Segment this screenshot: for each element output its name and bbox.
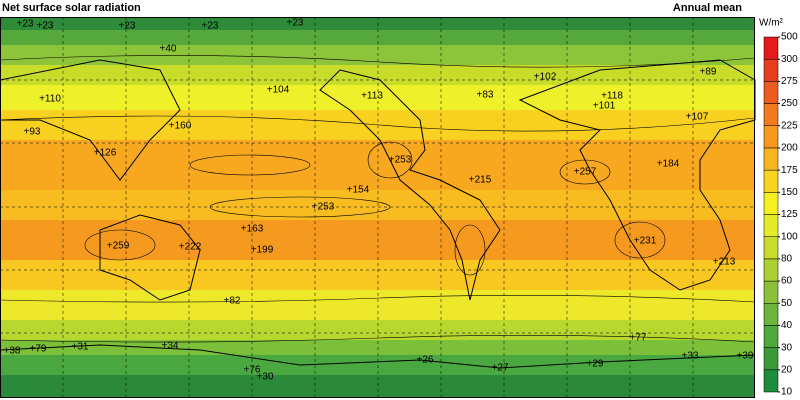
hotspot (84, 229, 156, 261)
contour-label: +253 (312, 202, 335, 213)
contour-label: +257 (574, 167, 597, 178)
colorbar-tick-label: 200 (781, 143, 798, 154)
contour-label: +113 (361, 91, 383, 102)
colorbar-box (763, 58, 779, 82)
contour-label: +34 (162, 341, 179, 352)
contour-label: +26 (417, 355, 434, 366)
colorbar-tick-label: 40 (781, 320, 793, 331)
map-title: Net surface solar radiation (2, 2, 141, 14)
contour-label: +213 (713, 257, 736, 268)
contour-label: +79 (30, 344, 47, 355)
contour-label: +199 (251, 245, 274, 256)
colorbar-tick-label: 10 (781, 387, 793, 398)
map-band (0, 290, 755, 320)
contour-label: +31 (72, 342, 89, 353)
contour-label: +30 (257, 372, 274, 383)
contour-label: +126 (94, 148, 117, 159)
colorbar-tick-label: 100 (781, 231, 798, 242)
contour-label: +40 (160, 44, 177, 55)
colorbar-box (763, 125, 779, 149)
colorbar-tick-label: 300 (781, 54, 798, 65)
contour-label: +27 (492, 363, 509, 374)
contour-label: +104 (267, 85, 290, 96)
hotspot (454, 224, 486, 276)
map-band (0, 30, 755, 45)
coastline (319, 69, 501, 301)
colorbar-tick-label: 175 (781, 165, 798, 176)
contour-label: +118 (601, 91, 623, 102)
contour-label: +23 (17, 19, 34, 30)
contour-label: +76 (244, 365, 261, 376)
colorbar-unit: W/m² (759, 18, 784, 29)
contour-label: +39 (737, 351, 754, 362)
colorbar-box (763, 236, 779, 260)
colorbar-tick-label: 80 (781, 254, 793, 265)
coastline (0, 344, 756, 369)
colorbar-tick-label: 50 (781, 298, 793, 309)
contour-label: +23 (119, 21, 136, 32)
coastline (0, 59, 181, 181)
contour-label: +77 (630, 333, 647, 344)
colorbar-box (763, 81, 779, 104)
colorbar-box (763, 192, 779, 215)
colorbar-tick-label: 250 (781, 98, 798, 109)
colorbar-tick-label: 500 (781, 32, 798, 43)
contour-label: +101 (593, 101, 616, 112)
contour-label: +102 (534, 72, 557, 83)
contour-label: +82 (224, 296, 241, 307)
map-band (0, 65, 755, 85)
contour-label: +163 (241, 224, 264, 235)
coastline (99, 214, 201, 301)
map-subtitle: Annual mean (673, 2, 742, 14)
colorbar-tick-label: 20 (781, 364, 793, 375)
contour-label: +23 (287, 18, 304, 29)
map-band (0, 260, 755, 290)
colorbar-tick-label: 30 (781, 342, 793, 353)
colorbar-box (763, 347, 779, 371)
hotspot (367, 141, 413, 179)
contour-label: +23 (37, 21, 54, 32)
colorbar-box (763, 303, 779, 326)
colorbar-tick-label: 275 (781, 76, 798, 87)
colorbar-tick-label: 225 (781, 120, 798, 131)
hotspot (614, 221, 666, 259)
contour-label: +222 (179, 242, 202, 253)
contour-label: +253 (389, 155, 412, 166)
contour-label: +23 (202, 21, 219, 32)
colorbar-tick-label: 125 (781, 209, 798, 220)
contour-label: +89 (700, 67, 717, 78)
contour-label: +160 (169, 121, 192, 132)
colorbar-box (763, 169, 779, 193)
colorbar-box (763, 325, 779, 348)
colorbar-box (763, 369, 779, 393)
colorbar-box (763, 214, 779, 237)
colorbar-box (763, 280, 779, 304)
map-band (0, 190, 755, 220)
contour-label: +110 (39, 94, 61, 105)
contour-label: +259 (107, 241, 130, 252)
colorbar-tick-label: 60 (781, 276, 793, 287)
map-band (0, 355, 755, 375)
contour-label: +231 (634, 236, 657, 247)
contour-label: +83 (477, 90, 494, 101)
colorbar-tick-label: 150 (781, 187, 798, 198)
map-frame (0, 17, 755, 398)
colorbar-box (763, 103, 779, 126)
map-band (0, 375, 755, 398)
contour-label: +215 (469, 175, 492, 186)
colorbar-box (763, 36, 779, 60)
hotspot (189, 154, 311, 176)
contour-label: +38 (4, 346, 21, 357)
contour-label: +154 (347, 185, 370, 196)
contour-label: +93 (24, 127, 41, 138)
map: +23 +23 +23 +23 +23+40+110+93+126+160+104+11… (0, 17, 756, 398)
contour-label: +107 (686, 112, 709, 123)
contour-label: +184 (657, 159, 680, 170)
contour-line (0, 55, 756, 343)
contour-label: +29 (587, 359, 604, 370)
colorbar-box (763, 258, 779, 282)
contour-label: +33 (682, 351, 699, 362)
colorbar-box (763, 147, 779, 171)
